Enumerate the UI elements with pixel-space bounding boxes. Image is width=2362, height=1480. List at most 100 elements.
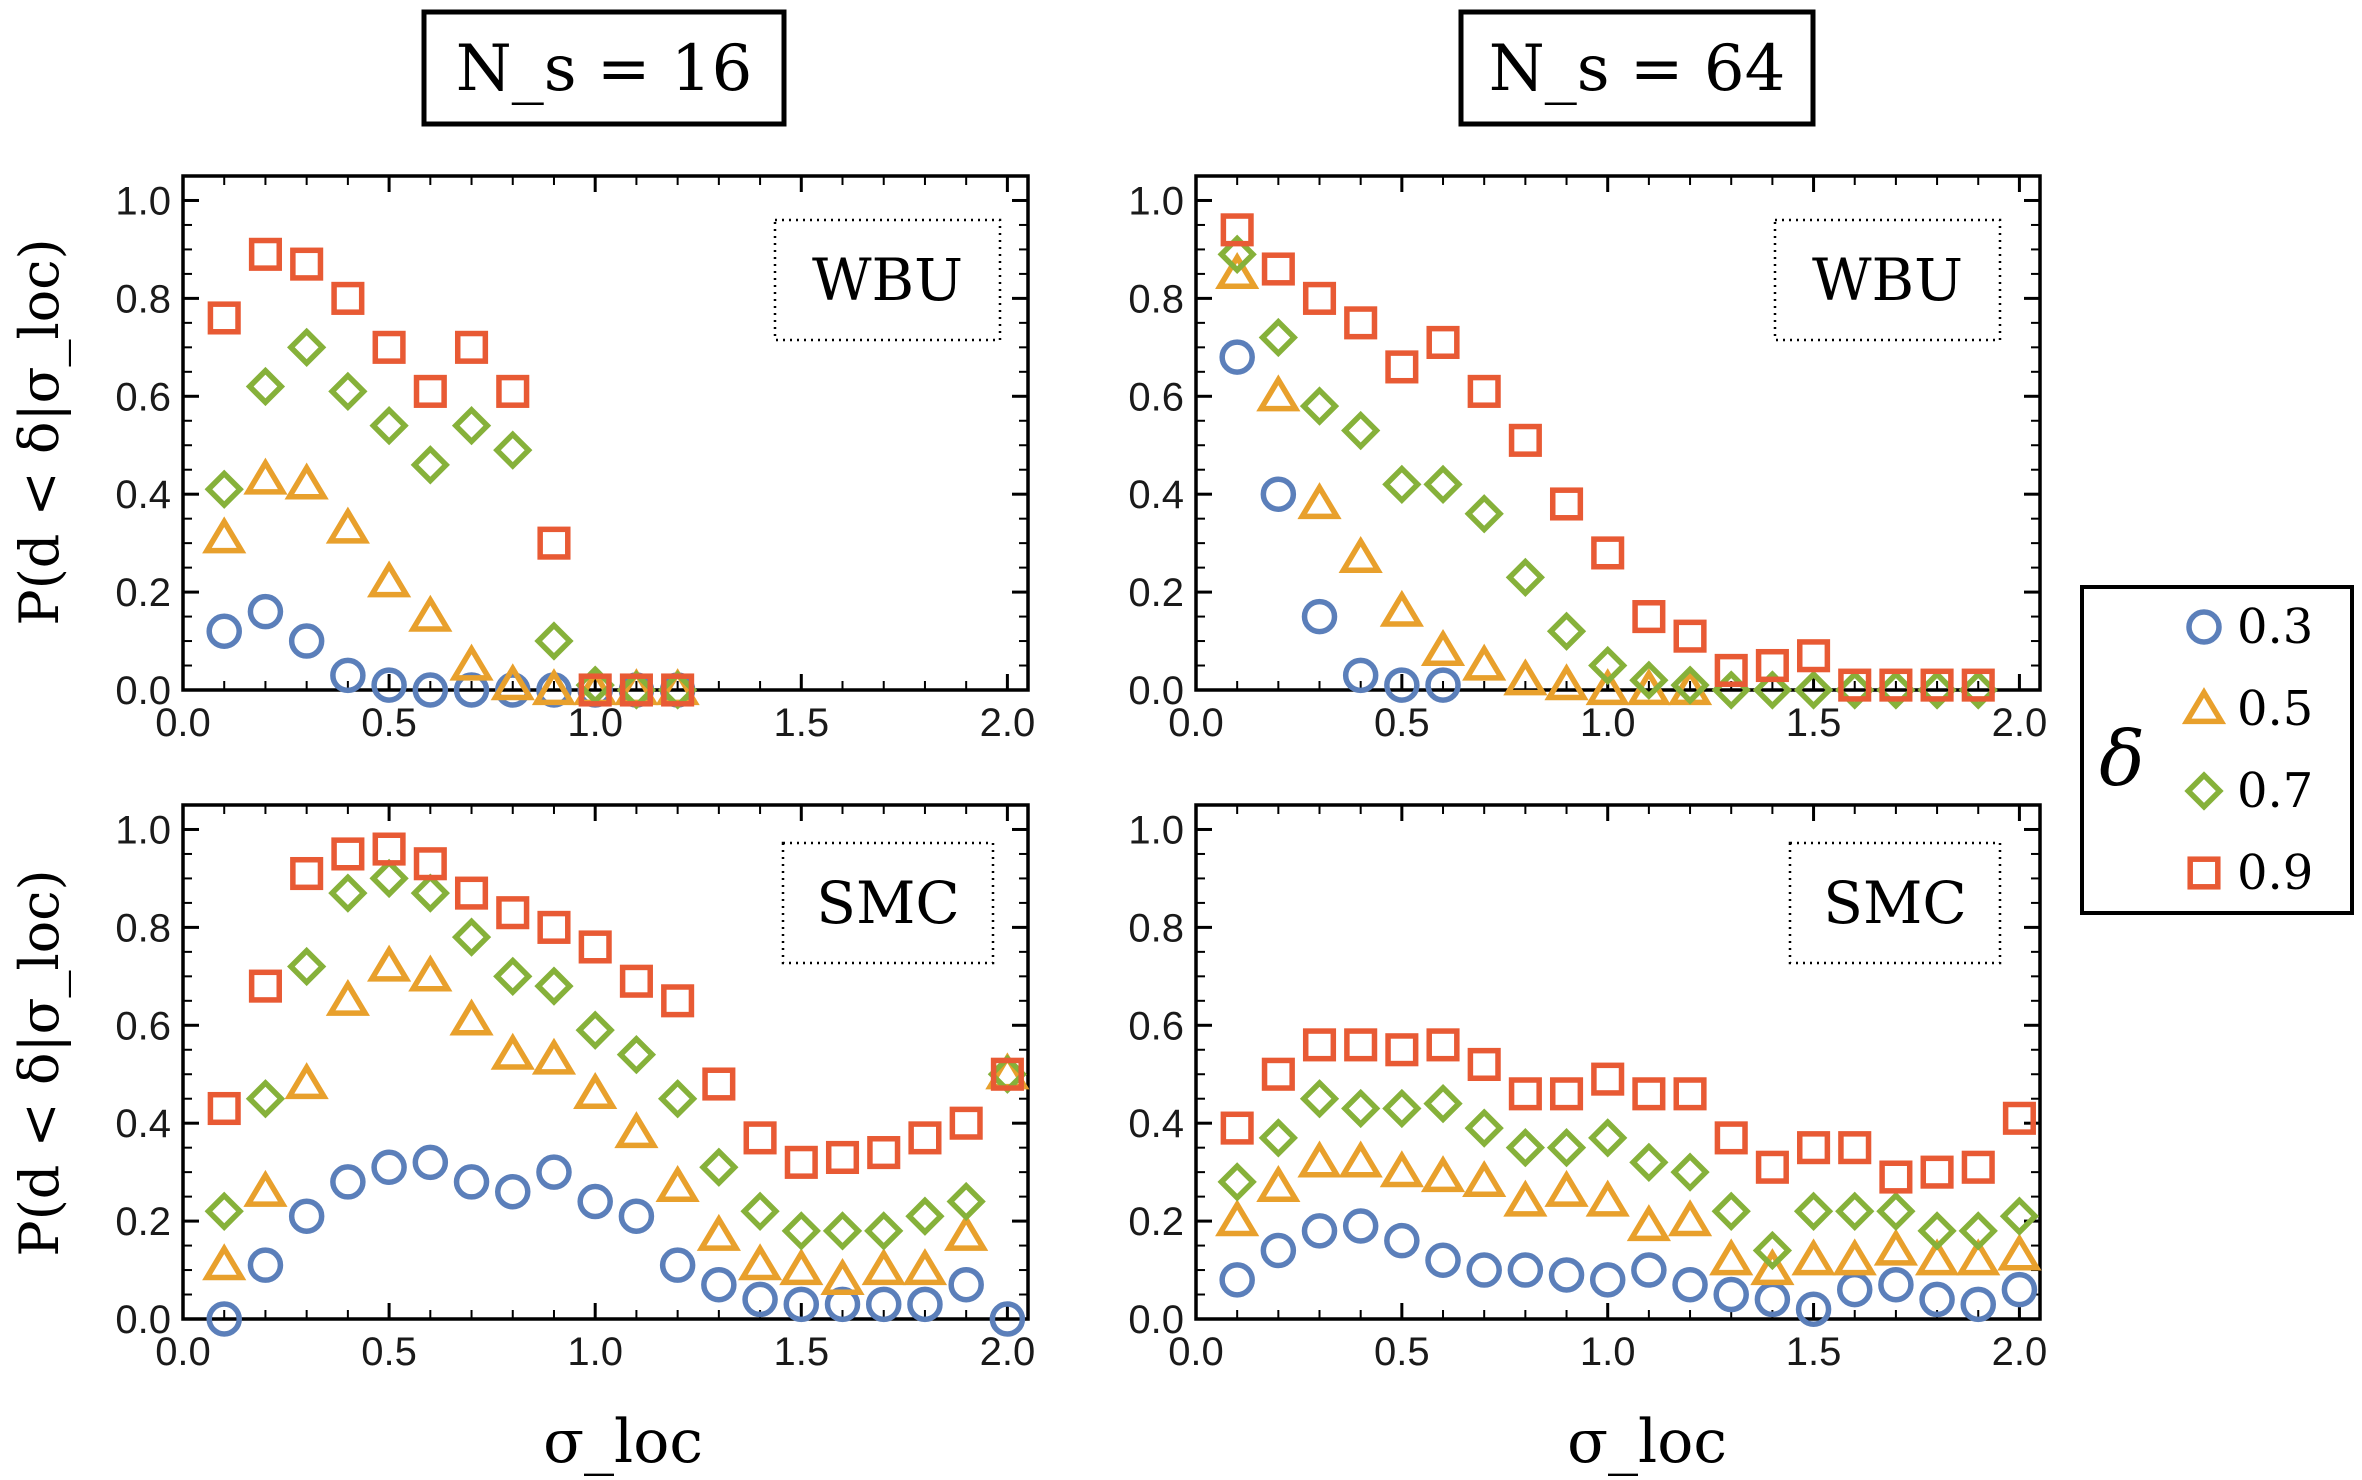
data-point — [1631, 1252, 1667, 1288]
x-tick-label: 2.0 — [1992, 1330, 2048, 1374]
data-point — [1667, 1199, 1713, 1237]
y-tick-label: 1.0 — [1128, 179, 1184, 223]
data-point — [783, 1286, 820, 1323]
data-point — [1797, 639, 1831, 673]
data-point — [449, 998, 494, 1036]
data-point — [1838, 1131, 1872, 1165]
data-point — [701, 1266, 737, 1303]
x-tick-label: 1.5 — [773, 701, 829, 745]
data-point — [1260, 1232, 1297, 1269]
legend-marker — [2186, 609, 2222, 645]
data-point — [1258, 317, 1298, 358]
data-point — [1302, 1028, 1337, 1062]
data-point — [1838, 668, 1872, 702]
data-point — [1961, 1150, 1995, 1184]
data-point — [1709, 1238, 1754, 1276]
data-point — [413, 374, 447, 408]
data-point — [1585, 1179, 1630, 1217]
data-point — [1384, 667, 1420, 703]
data-point — [325, 978, 370, 1016]
data-point — [655, 1164, 700, 1202]
x-tick-label: 0.5 — [1374, 701, 1430, 745]
data-point — [619, 673, 653, 707]
data-point — [1750, 1248, 1795, 1286]
data-point — [575, 665, 615, 705]
data-point — [1301, 598, 1338, 635]
data-point — [536, 1154, 572, 1190]
legend-title: δ — [2099, 714, 2145, 803]
data-point — [659, 1247, 696, 1283]
data-point — [1795, 1291, 1832, 1327]
data-point — [537, 910, 571, 944]
data-point — [372, 832, 406, 866]
data-point — [742, 1281, 778, 1318]
data-point — [1297, 1140, 1342, 1178]
data-point — [822, 1211, 863, 1251]
data-point — [287, 327, 327, 367]
data-point — [1588, 645, 1628, 686]
data-point — [453, 1164, 490, 1200]
data-point — [1591, 1062, 1625, 1096]
data-point — [369, 858, 409, 899]
data-point — [1302, 281, 1337, 315]
series-0.9 — [1220, 213, 1995, 702]
panel-top-left: 0.0 0.2 0.4 0.6 0.8 1.0 0.0 0.5 1.0 1.5 2.0 WBU — [115, 174, 1035, 745]
data-point — [1961, 668, 1995, 702]
data-point — [1505, 1128, 1546, 1168]
data-point — [2002, 1101, 2036, 1135]
data-point — [1714, 653, 1748, 687]
data-point — [1549, 1077, 1584, 1111]
data-point — [1836, 1271, 1873, 1308]
data-point — [1873, 1228, 1918, 1266]
y-tick-label: 0.0 — [115, 669, 171, 713]
data-point — [413, 847, 447, 881]
data-point — [1420, 1155, 1466, 1193]
y-tick-label: 0.2 — [115, 571, 171, 615]
data-point — [408, 594, 453, 632]
data-point — [1220, 213, 1254, 247]
x-tick-label: 2.0 — [980, 1330, 1036, 1374]
data-point — [905, 1196, 945, 1236]
data-point — [1793, 670, 1834, 710]
data-point — [737, 1243, 783, 1281]
data-point — [1301, 1213, 1338, 1249]
x-tick-label: 0.0 — [155, 1330, 211, 1374]
data-point — [1878, 1266, 1914, 1303]
annotation-label: SMC — [1823, 869, 1967, 937]
x-tick-label: 2.0 — [1992, 701, 2048, 745]
data-point — [454, 876, 489, 910]
y-tick-label: 0.8 — [1128, 906, 1184, 950]
data-point — [619, 964, 653, 998]
data-point — [284, 1062, 329, 1100]
x-axis-label-left: σ_loc — [543, 1407, 703, 1477]
data-point — [1673, 1077, 1707, 1111]
data-point — [1544, 663, 1589, 701]
legend: δ 0.3 0.5 0.7 0.9 — [2080, 585, 2354, 915]
data-point — [531, 1037, 577, 1075]
data-point — [1426, 325, 1460, 359]
data-point — [1507, 1252, 1544, 1288]
data-point — [1546, 611, 1587, 651]
legend-marker — [2184, 771, 2224, 811]
data-point — [1672, 1266, 1708, 1303]
series-0.5 — [202, 944, 1030, 1295]
legend-entry-label: 0.3 — [2237, 599, 2313, 655]
series-0.3 — [206, 1144, 1026, 1337]
y-tick-label: 0.2 — [1128, 571, 1184, 615]
annotation-box — [773, 218, 1002, 342]
data-point — [451, 406, 492, 446]
data-point — [454, 330, 489, 364]
data-point — [1670, 665, 1710, 705]
data-point — [1591, 536, 1625, 570]
data-point — [1299, 1079, 1340, 1119]
data-point — [1385, 350, 1419, 384]
data-point — [1920, 668, 1954, 702]
data-point — [702, 1067, 736, 1101]
data-point — [1999, 1196, 2040, 1236]
legend-marker — [2187, 856, 2221, 890]
data-point — [820, 1257, 865, 1295]
annotation-box — [1773, 218, 2002, 342]
y-tick-label: 0.8 — [1128, 277, 1184, 321]
data-point — [412, 1144, 449, 1181]
